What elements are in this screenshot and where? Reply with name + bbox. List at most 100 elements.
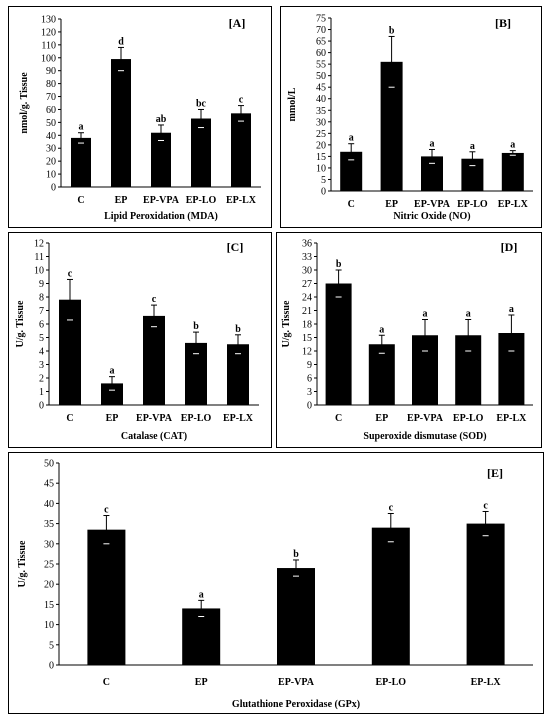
chart-e-bar bbox=[182, 608, 221, 665]
chart-d-category-label: EP-LO bbox=[453, 413, 484, 424]
chart-e-bar bbox=[87, 529, 126, 665]
chart-b-y-tick-label: 15 bbox=[316, 152, 326, 163]
chart-b-y-axis-title: mmol/L bbox=[287, 87, 298, 121]
chart-c-category-label: EP-LX bbox=[223, 413, 254, 424]
chart-c-y-tick-label: 7 bbox=[39, 306, 44, 317]
chart-e-y-tick-label: 25 bbox=[44, 560, 54, 571]
chart-b-y-tick-label: 20 bbox=[316, 140, 326, 151]
chart-d-significance-label: b bbox=[336, 259, 342, 270]
chart-a-significance-label: ab bbox=[156, 114, 167, 125]
chart-e-category-label: C bbox=[103, 677, 110, 688]
chart-d-panel-tag: [D] bbox=[501, 240, 518, 254]
chart-c-y-tick-label: 9 bbox=[39, 279, 44, 290]
chart-e-category-label: EP-VPA bbox=[278, 677, 315, 688]
chart-b-y-tick-label: 50 bbox=[316, 71, 326, 82]
chart-c-bar bbox=[143, 315, 165, 405]
chart-a-bar bbox=[111, 59, 131, 187]
chart-b-bar bbox=[380, 61, 403, 192]
chart-a-bar bbox=[191, 118, 211, 187]
chart-c-bar bbox=[185, 342, 207, 405]
chart-b-y-tick-label: 25 bbox=[316, 129, 326, 140]
chart-d-bar bbox=[325, 283, 352, 405]
chart-c-y-tick-label: 5 bbox=[39, 333, 44, 344]
chart-b-panel-tag: [B] bbox=[495, 16, 511, 30]
chart-b-category-label: EP bbox=[385, 199, 398, 210]
chart-e-y-tick-label: 45 bbox=[44, 479, 54, 490]
chart-d-y-tick-label: 27 bbox=[302, 279, 312, 290]
chart-b-y-tick-label: 75 bbox=[316, 14, 326, 25]
chart-e-y-tick-label: 40 bbox=[44, 499, 54, 510]
chart-b-y-tick-label: 30 bbox=[316, 117, 326, 128]
chart-c-significance-label: b bbox=[193, 321, 199, 332]
chart-e-significance-label: c bbox=[104, 505, 109, 516]
chart-a-y-tick-label: 30 bbox=[46, 144, 56, 155]
chart-d-significance-label: a bbox=[466, 309, 471, 320]
chart-b-y-tick-label: 60 bbox=[316, 48, 326, 59]
chart-c-svg: 0123456789101112cCaEPcEP-VPAbEP-LObEP-LX… bbox=[15, 239, 259, 442]
chart-b-y-tick-label: 5 bbox=[321, 175, 326, 186]
chart-a-category-label: EP-VPA bbox=[143, 195, 180, 206]
chart-d-category-label: EP-LX bbox=[496, 413, 527, 424]
chart-e-y-tick-label: 50 bbox=[44, 459, 54, 470]
chart-e-category-label: EP-LX bbox=[471, 677, 502, 688]
chart-a-y-tick-label: 0 bbox=[51, 183, 56, 194]
chart-a-y-tick-label: 60 bbox=[46, 105, 56, 116]
chart-d-y-tick-label: 21 bbox=[302, 306, 312, 317]
chart-c-significance-label: c bbox=[68, 268, 73, 279]
chart-e-y-tick-label: 0 bbox=[49, 661, 54, 672]
chart-c-y-tick-label: 10 bbox=[34, 266, 44, 277]
chart-b-significance-label: a bbox=[349, 133, 354, 144]
chart-a-y-tick-label: 110 bbox=[41, 40, 56, 51]
chart-c-category-label: EP-VPA bbox=[136, 413, 173, 424]
chart-c-y-tick-label: 1 bbox=[39, 387, 44, 398]
chart-d-y-tick-label: 36 bbox=[302, 239, 312, 250]
chart-d-y-tick-label: 9 bbox=[307, 360, 312, 371]
chart-a-y-tick-label: 70 bbox=[46, 92, 56, 103]
chart-d-x-axis-title: Superoxide dismutase (SOD) bbox=[363, 431, 486, 442]
chart-a-category-label: EP-LX bbox=[226, 195, 257, 206]
chart-a-category-label: EP-LO bbox=[186, 195, 217, 206]
chart-c-x-axis-title: Catalase (CAT) bbox=[121, 431, 187, 442]
chart-b-category-label: EP-LO bbox=[457, 199, 488, 210]
chart-c-category-label: EP-LO bbox=[181, 413, 212, 424]
chart-a-category-label: C bbox=[77, 195, 84, 206]
chart-b-y-tick-label: 55 bbox=[316, 60, 326, 71]
chart-d-y-tick-label: 6 bbox=[307, 374, 312, 385]
chart-a-bar bbox=[151, 132, 171, 187]
chart-b-y-tick-label: 45 bbox=[316, 83, 326, 94]
chart-a-y-tick-label: 120 bbox=[41, 27, 56, 38]
chart-b-y-tick-label: 10 bbox=[316, 163, 326, 174]
chart-c-panel-tag: [C] bbox=[227, 240, 244, 254]
chart-d-y-tick-label: 18 bbox=[302, 320, 312, 331]
chart-c-y-axis-title: U/g. Tissue bbox=[15, 300, 26, 347]
chart-e-significance-label: b bbox=[293, 549, 299, 560]
chart-c-bar bbox=[59, 299, 81, 405]
chart-a-y-tick-label: 90 bbox=[46, 66, 56, 77]
chart-a-y-tick-label: 80 bbox=[46, 79, 56, 90]
chart-e-bar bbox=[277, 568, 315, 665]
chart-a-y-axis-title: nmol/g. Tissue bbox=[19, 72, 30, 134]
chart-d-category-label: C bbox=[335, 413, 342, 424]
chart-e-panel-tag: [E] bbox=[487, 466, 503, 480]
chart-a-y-tick-label: 10 bbox=[46, 170, 56, 181]
chart-d-category-label: EP-VPA bbox=[407, 413, 444, 424]
chart-e-y-tick-label: 30 bbox=[44, 539, 54, 550]
chart-c-significance-label: c bbox=[152, 294, 157, 305]
chart-a-bar bbox=[231, 113, 251, 187]
chart-b-y-tick-label: 70 bbox=[316, 25, 326, 36]
chart-e-category-label: EP-LO bbox=[376, 677, 407, 688]
chart-b-x-axis-title: Nitric Oxide (NO) bbox=[393, 211, 470, 222]
chart-a-y-tick-label: 100 bbox=[41, 53, 56, 64]
chart-b-bar bbox=[421, 156, 443, 191]
chart-b-bar bbox=[461, 158, 484, 191]
chart-b-y-tick-label: 35 bbox=[316, 106, 326, 117]
chart-a-significance-label: d bbox=[118, 36, 124, 47]
chart-b-significance-label: a bbox=[510, 140, 515, 151]
chart-e-svg: 0 5 10 15 20 25 30 35 40 45 50 c Ca EP b EP-VPA c EP-LO c E… bbox=[17, 459, 533, 710]
chart-a-significance-label: a bbox=[79, 122, 84, 133]
chart-a-x-axis-title: Lipid Peroxidation (MDA) bbox=[104, 211, 218, 222]
chart-d-significance-label: a bbox=[423, 309, 428, 320]
